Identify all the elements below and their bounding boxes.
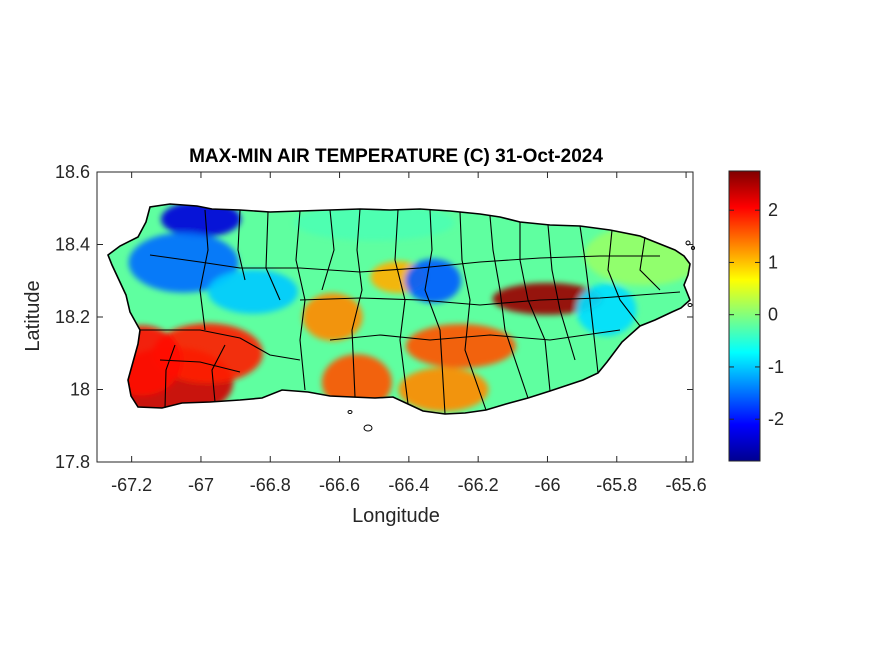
municipality-boundary xyxy=(159,359,241,373)
colorbar-tick-label: 1 xyxy=(768,252,778,272)
municipality-boundary xyxy=(547,224,576,361)
x-axis-label: Longitude xyxy=(352,505,440,527)
field-hotspot xyxy=(294,204,455,241)
field-hotspot xyxy=(405,258,462,303)
colorbar-tick-label: 2 xyxy=(768,200,778,220)
municipality-boundary xyxy=(149,254,660,273)
municipality-boundary xyxy=(329,329,621,341)
small-islets xyxy=(347,240,695,432)
colorbar-ticks: -2 -1 0 1 2 xyxy=(729,200,784,429)
municipality-boundary xyxy=(639,236,661,291)
islet xyxy=(687,303,693,307)
colorbar-tick-label: 0 xyxy=(768,305,778,325)
municipality-boundary xyxy=(211,344,226,403)
municipality-boundary xyxy=(519,222,551,392)
field-hotspot xyxy=(492,282,603,315)
x-tick-label: -65.8 xyxy=(596,475,637,495)
y-tick-label: 18 xyxy=(70,380,90,400)
y-tick-label: 17.8 xyxy=(55,452,90,472)
islet xyxy=(363,424,373,432)
islet xyxy=(347,410,353,414)
y-tick-label: 18.4 xyxy=(55,235,90,255)
x-tick-label: -67.2 xyxy=(111,475,152,495)
municipality-boundary xyxy=(237,209,246,281)
x-tick-label: -67 xyxy=(188,475,214,495)
x-axis-ticks: -67.2 -67 -66.8 -66.6 -66.4 -66.2 -66 -65.8 -65.… xyxy=(111,172,707,495)
municipality-boundary xyxy=(164,344,176,409)
municipality-boundary xyxy=(607,229,641,327)
municipality-boundary xyxy=(489,215,529,399)
field-hotspot xyxy=(128,232,239,293)
colorbar xyxy=(728,170,761,462)
x-tick-label: -66 xyxy=(534,475,560,495)
x-tick-label: -65.6 xyxy=(666,475,707,495)
municipality-boundaries xyxy=(140,208,681,415)
islet xyxy=(691,246,695,250)
x-tick-label: -66.6 xyxy=(319,475,360,495)
colorbar-tick-label: -2 xyxy=(768,409,784,429)
y-axis-ticks: 17.8 18 18.2 18.4 18.6 xyxy=(55,162,693,472)
field-hotspot xyxy=(207,269,298,314)
municipality-boundary xyxy=(140,329,301,361)
y-tick-label: 18.2 xyxy=(55,307,90,327)
island-coastline xyxy=(107,203,691,415)
municipality-boundary xyxy=(351,208,363,398)
x-tick-label: -66.4 xyxy=(388,475,429,495)
municipality-boundary xyxy=(579,225,599,374)
y-tick-label: 18.6 xyxy=(55,162,90,182)
colorbar-tick-label: -1 xyxy=(768,357,784,377)
municipality-boundary xyxy=(459,211,487,411)
y-axis-label: Latitude xyxy=(22,280,44,351)
x-tick-label: -66.8 xyxy=(250,475,291,495)
field-hotspot xyxy=(160,204,241,238)
municipality-boundary xyxy=(299,291,681,306)
field-hotspot xyxy=(302,293,363,341)
municipality-boundary xyxy=(199,209,209,331)
municipality-boundary xyxy=(321,209,335,291)
field-hotspot xyxy=(405,324,516,368)
chart-title: MAX-MIN AIR TEMPERATURE (C) 31-Oct-2024 xyxy=(189,146,603,167)
x-tick-label: -66.2 xyxy=(458,475,499,495)
municipality-boundary xyxy=(424,209,446,415)
